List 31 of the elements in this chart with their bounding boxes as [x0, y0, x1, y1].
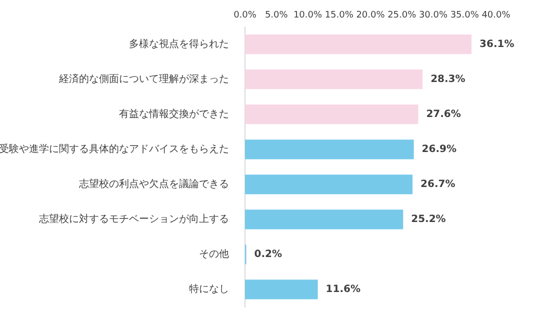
data-label: 11.6% [326, 284, 360, 296]
bar [245, 70, 423, 90]
x-tick-label: 25.0% [388, 10, 417, 21]
y-tick-label: 志望校に対するモチベーションが向上する [39, 213, 229, 226]
bar [245, 174, 413, 194]
data-label: 36.1% [480, 38, 514, 50]
bar [245, 104, 418, 124]
x-tick-label: 40.0% [482, 10, 511, 21]
data-label: 27.6% [426, 108, 461, 120]
x-tick-label: 30.0% [418, 10, 448, 21]
data-label: 25.2% [411, 214, 446, 226]
y-tick-label: 経済的な側面について理解が深まった [58, 72, 229, 85]
x-tick-label: 20.0% [356, 10, 386, 21]
data-label: 0.2% [254, 249, 282, 260]
y-tick-label: 特になし [189, 283, 229, 296]
bar [245, 210, 404, 230]
bar [245, 34, 472, 54]
x-tick-label: 35.0% [450, 10, 480, 21]
x-tick-label: 10.0% [293, 10, 322, 21]
y-tick-label: 志望校の利点や欠点を議論できる [79, 178, 229, 190]
x-tick-label: 15.0% [324, 10, 354, 21]
x-tick-label: 5.0% [264, 10, 288, 21]
bar [245, 280, 318, 300]
bar [245, 140, 414, 160]
data-label: 26.9% [422, 144, 456, 155]
x-tick-label: 0.0% [234, 10, 257, 21]
y-tick-label: その他 [199, 248, 229, 260]
data-label: 28.3% [430, 74, 466, 85]
y-tick-label: 有益な情報交換ができた [119, 108, 229, 120]
y-tick-label: 多様な視点を得られた [129, 38, 229, 50]
data-label: 26.7% [420, 179, 456, 190]
